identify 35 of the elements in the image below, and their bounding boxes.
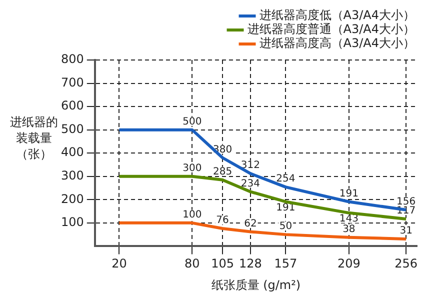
data-label: 191 — [276, 202, 296, 214]
y-tick-label: 100 — [61, 215, 84, 230]
data-label: 234 — [240, 178, 260, 190]
x-tick-label: 105 — [211, 256, 234, 271]
x-tick-label: 128 — [239, 256, 262, 271]
y-tick-label: 500 — [61, 122, 84, 136]
x-tick-label: 20 — [112, 256, 127, 271]
data-label: 31 — [400, 226, 412, 237]
x-tick-label: 256 — [394, 256, 418, 271]
y-axis-title: 进纸器的装载量（张） — [10, 115, 58, 162]
data-label: 76 — [216, 215, 229, 226]
data-label: 500 — [182, 116, 202, 128]
x-tick-label: 209 — [337, 256, 360, 271]
data-label: 254 — [276, 174, 296, 185]
data-label: 156 — [396, 196, 416, 208]
data-label: 100 — [182, 210, 202, 221]
data-label: 285 — [212, 166, 232, 178]
data-label: 191 — [339, 188, 358, 200]
x-tick-label: 157 — [274, 256, 298, 271]
y-tick-label: 700 — [61, 75, 84, 90]
y-tick-label: 400 — [61, 145, 84, 160]
y-tick-label: 600 — [61, 98, 84, 113]
data-label: 50 — [279, 221, 292, 232]
y-tick-label: 800 — [61, 52, 84, 66]
data-label: 300 — [182, 162, 202, 174]
data-label: 62 — [244, 218, 257, 230]
legend-label: 进纸器高度普通（A3/A4大小） — [247, 22, 416, 36]
legend-label: 进纸器高度低（A3/A4大小） — [259, 8, 416, 22]
data-label: 312 — [240, 160, 260, 172]
data-label: 38 — [342, 224, 356, 235]
y-tick-label: 300 — [61, 168, 84, 182]
y-tick-label: 200 — [61, 192, 84, 206]
legend-label: 进纸器高度高（A3/A4大小） — [259, 36, 416, 50]
x-tick-label: 80 — [184, 256, 200, 271]
x-axis-title: 纸张质量 (g/m²) — [211, 278, 301, 292]
